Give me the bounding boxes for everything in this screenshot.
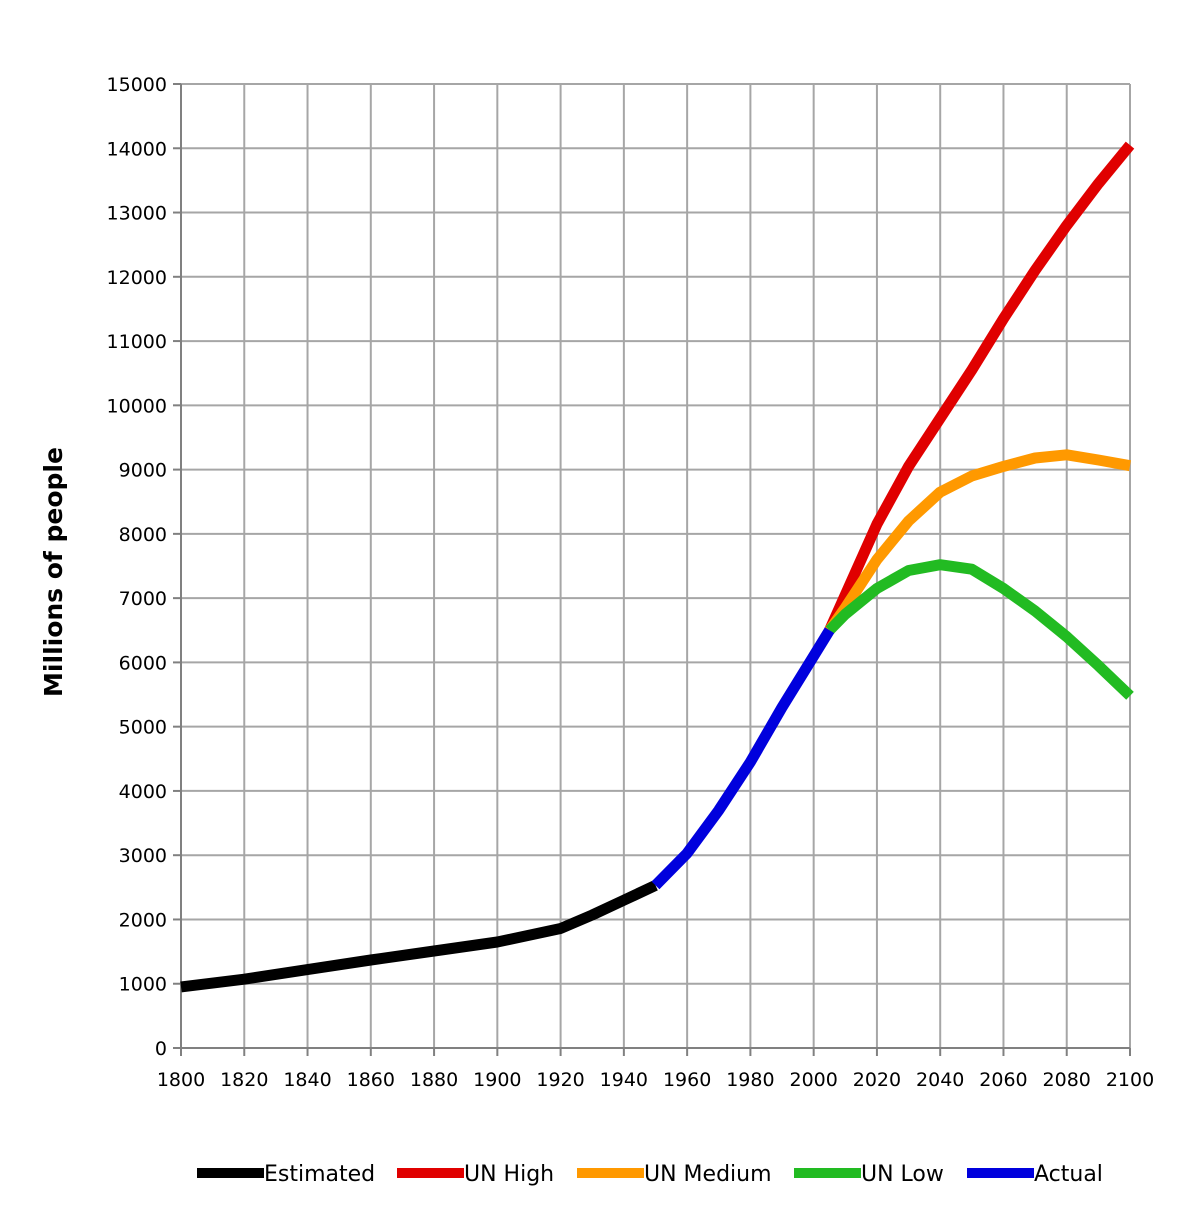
y-tick-label: 8000: [119, 524, 167, 546]
y-tick-label: 12000: [107, 267, 167, 289]
chart-axes: [173, 83, 1131, 1056]
x-tick-labels: 1800 1820 1840 1860 1880 1900 1920 1940 1960 1980…: [157, 1069, 1154, 1091]
y-tick-label: 3000: [119, 845, 167, 867]
y-tick-label: 14000: [107, 138, 167, 160]
y-tick-label: 2000: [119, 909, 167, 931]
legend-label: UN Low: [861, 1162, 944, 1187]
x-tick-label: 1840: [283, 1069, 331, 1091]
x-tick-label: 2040: [916, 1069, 964, 1091]
y-tick-label: 9000: [119, 460, 167, 482]
x-tick-label: 2080: [1043, 1069, 1091, 1091]
legend-item-estimated: Estimated: [197, 1162, 375, 1187]
x-tick-label: 1880: [410, 1069, 458, 1091]
x-tick-label: 1800: [157, 1069, 205, 1091]
x-tick-label: 1900: [473, 1069, 521, 1091]
x-tick-label: 1860: [347, 1069, 395, 1091]
legend: Estimated UN High UN Medium UN Low Actual: [197, 1162, 1103, 1187]
y-tick-label: 7000: [119, 588, 167, 610]
x-tick-label: 1820: [220, 1069, 268, 1091]
legend-item-un-medium: UN Medium: [577, 1162, 772, 1187]
series-lines: [180, 141, 1135, 993]
legend-label: UN Medium: [644, 1162, 772, 1187]
y-tick-label: 13000: [107, 203, 167, 225]
y-tick-label: 10000: [107, 395, 167, 417]
legend-item-un-high: UN High: [397, 1162, 554, 1187]
x-tick-label: 2060: [979, 1069, 1027, 1091]
x-tick-label: 1920: [536, 1069, 584, 1091]
series-line-estimated: [180, 880, 658, 993]
legend-label: UN High: [464, 1162, 554, 1187]
x-tick-label: 2000: [789, 1069, 837, 1091]
y-tick-label: 5000: [119, 717, 167, 739]
x-tick-label: 1980: [726, 1069, 774, 1091]
series-line-un-low: [825, 559, 1134, 700]
legend-label: Estimated: [264, 1162, 375, 1187]
legend-item-un-low: UN Low: [794, 1162, 944, 1187]
x-tick-label: 2020: [853, 1069, 901, 1091]
legend-item-actual: Actual: [967, 1162, 1103, 1187]
x-tick-label: 1940: [600, 1069, 648, 1091]
y-tick-label: 0: [155, 1038, 167, 1060]
y-tick-labels: 0 1000 2000 3000 4000 5000 6000 7000 8000 9000 100…: [107, 74, 167, 1060]
y-tick-label: 15000: [107, 74, 167, 96]
y-axis-title: Millions of people: [39, 447, 68, 697]
y-tick-label: 1000: [119, 974, 167, 996]
y-tick-label: 4000: [119, 781, 167, 803]
series-line-actual: [651, 627, 835, 890]
y-tick-label: 6000: [119, 652, 167, 674]
series-line-un-high: [824, 141, 1135, 633]
y-tick-label: 11000: [107, 331, 167, 353]
x-tick-label: 1960: [663, 1069, 711, 1091]
legend-label: Actual: [1034, 1162, 1103, 1187]
chart-grid: [180, 83, 1131, 1049]
x-tick-label: 2100: [1106, 1069, 1154, 1091]
series-line-un-medium: [824, 449, 1131, 634]
